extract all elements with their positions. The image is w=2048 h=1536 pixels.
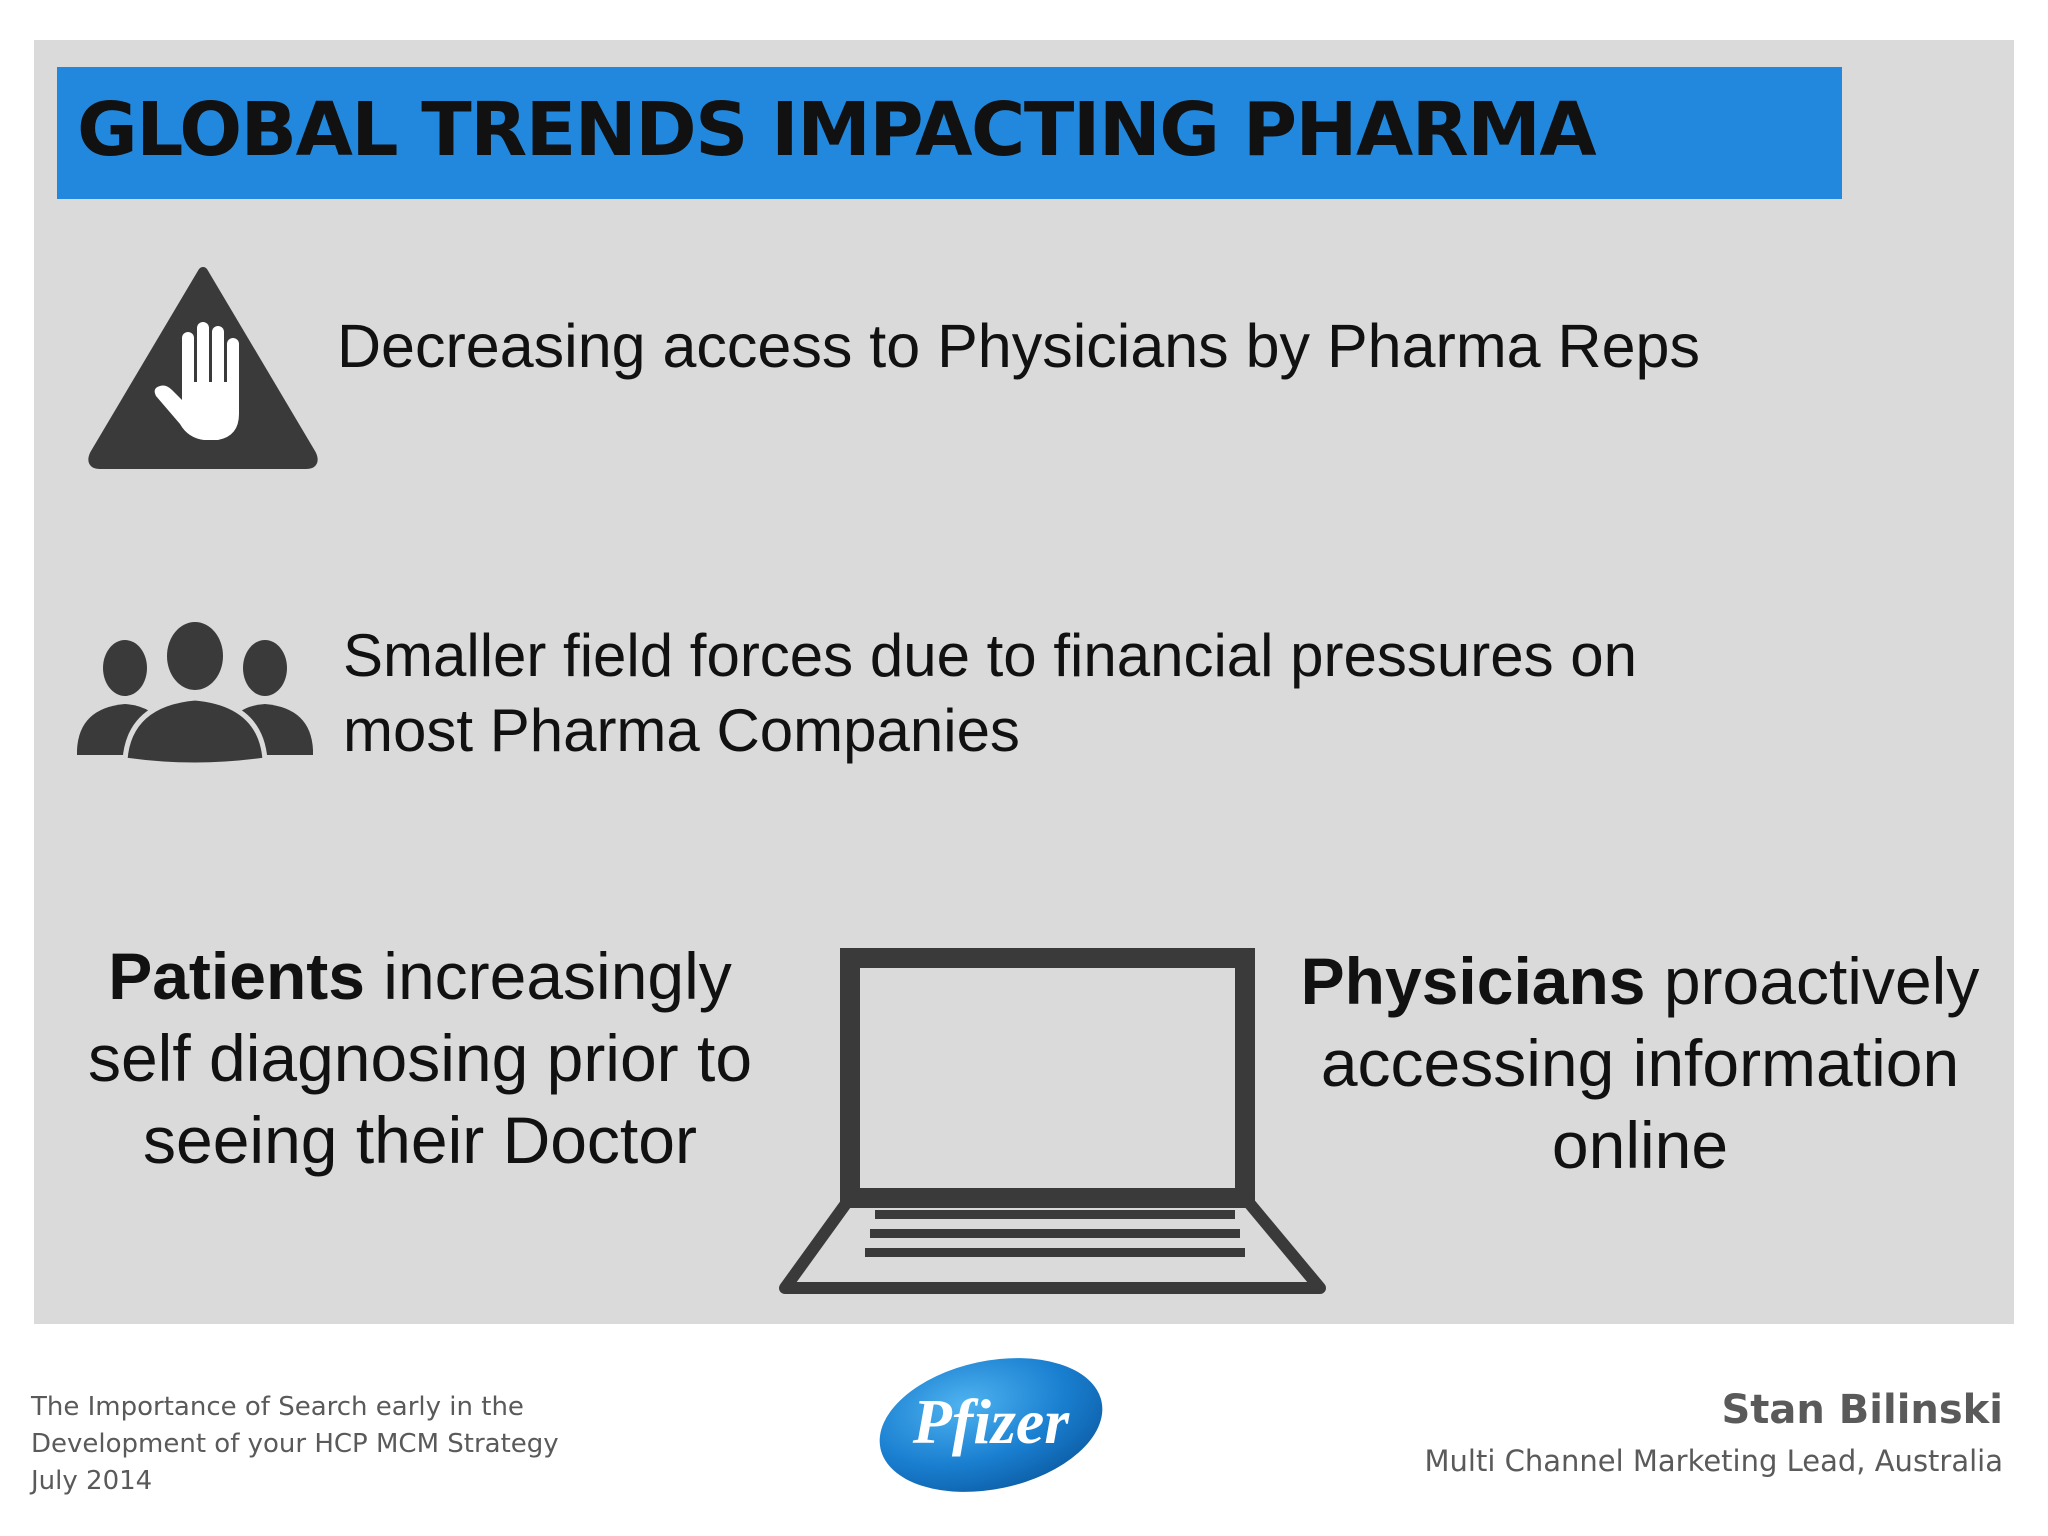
author-role: Multi Channel Marketing Lead, Australia [1424, 1444, 2003, 1478]
trend-field-forces-line-2: most Pharma Companies [343, 697, 1020, 764]
patients-statement: Patients increasingly self diagnosing pr… [40, 935, 800, 1181]
patients-line-3: seeing their Doctor [143, 1103, 697, 1177]
slide-panel [34, 40, 2014, 1324]
laptop-icon [779, 948, 1326, 1294]
physicians-line-1-rest: proactively [1645, 944, 1980, 1018]
physicians-line-1: Physicians proactively [1270, 940, 2010, 1022]
footer-presentation-info: The Importance of Search early in the De… [31, 1389, 559, 1500]
trend-field-forces-text: Smaller field forces due to financial pr… [343, 618, 1637, 768]
patients-bold-word: Patients [108, 939, 365, 1013]
warning-hand-icon [88, 267, 318, 469]
footer-line-1: The Importance of Search early in the [31, 1392, 524, 1422]
people-group-icon [77, 622, 313, 765]
slide-title: GLOBAL TRENDS IMPACTING PHARMA [77, 87, 1597, 173]
patients-line-1-rest: increasingly [364, 939, 732, 1013]
footer-author: Stan Bilinski Multi Channel Marketing Le… [1424, 1384, 2003, 1482]
footer-date: July 2014 [31, 1466, 153, 1496]
physicians-line-3: online [1551, 1108, 1729, 1182]
patients-line-1: Patients increasingly [40, 935, 800, 1017]
footer-line-2: Development of your HCP MCM Strategy [31, 1429, 559, 1459]
trend-access-text: Decreasing access to Physicians by Pharm… [337, 312, 1700, 380]
patients-line-2: self diagnosing prior to [87, 1021, 753, 1095]
physicians-statement: Physicians proactively accessing informa… [1270, 940, 2010, 1186]
trend-field-forces-line-1: Smaller field forces due to financial pr… [343, 622, 1637, 689]
author-name: Stan Bilinski [1721, 1387, 2003, 1433]
title-bar: GLOBAL TRENDS IMPACTING PHARMA [57, 67, 1842, 199]
physicians-line-2: accessing information [1320, 1026, 1960, 1100]
physicians-bold-word: Physicians [1300, 944, 1646, 1018]
pfizer-logo-text: Pfizer [912, 1386, 1071, 1457]
pfizer-logo: Pfizer [879, 1358, 1103, 1492]
